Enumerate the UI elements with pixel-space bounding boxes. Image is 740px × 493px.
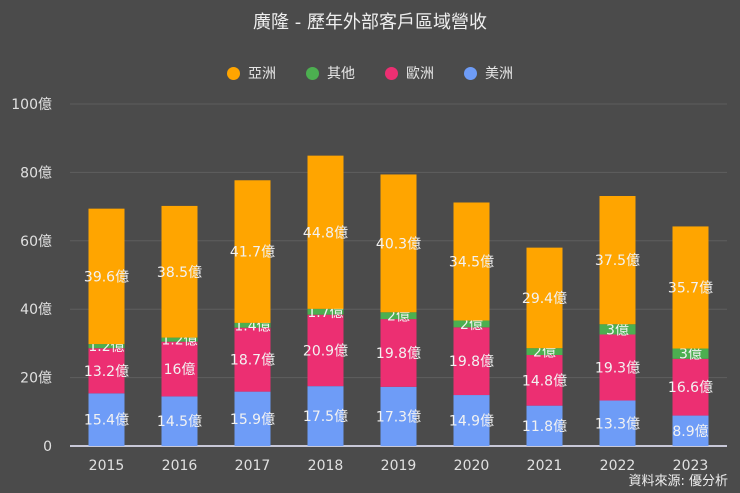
bar-segment [234, 180, 271, 323]
data-label: 16.6億 [668, 380, 713, 396]
legend-label: 美洲 [485, 66, 513, 82]
legend-label: 其他 [327, 66, 355, 82]
data-label: 15.4億 [84, 413, 129, 429]
bar-segment [453, 395, 490, 446]
data-label: 8.9億 [672, 424, 708, 440]
legend: 亞洲 其他 歐洲 美洲 [0, 63, 740, 83]
data-label: 44.8億 [303, 225, 348, 241]
legend-item[interactable]: 亞洲 [227, 63, 276, 83]
data-label: 19.3億 [595, 361, 640, 377]
bar-segment [88, 393, 125, 446]
bar-segment [526, 348, 563, 356]
data-label: 40.3億 [376, 236, 421, 252]
data-label: 19.8億 [376, 346, 421, 362]
legend-item[interactable]: 美洲 [464, 63, 513, 83]
chart-title: 廣隆 - 歷年外部客戶區域營收 [253, 12, 487, 33]
x-tick-label: 2016 [162, 458, 198, 474]
bar-segment [307, 314, 344, 387]
data-label: 3億 [606, 322, 629, 338]
legend-label: 歐洲 [406, 66, 434, 82]
x-tick-label: 2015 [89, 458, 125, 474]
y-tick-label: 20億 [20, 371, 52, 387]
data-label: 18.7億 [230, 353, 275, 369]
bar-segment [88, 344, 125, 349]
x-tick-label: 2017 [235, 458, 271, 474]
bar-segment [599, 334, 636, 401]
data-label: 37.5億 [595, 253, 640, 269]
legend-item[interactable]: 其他 [306, 63, 355, 83]
y-tick-label: 40億 [20, 302, 52, 318]
data-label: 41.7億 [230, 245, 275, 261]
bar-segment [307, 386, 344, 446]
data-label: 29.4億 [522, 291, 567, 307]
bar-segment [599, 324, 636, 335]
data-label: 19.8億 [449, 354, 494, 370]
bar-segment [453, 202, 490, 321]
bar-segment [161, 396, 198, 446]
data-label: 14.9億 [449, 414, 494, 430]
data-label: 17.3億 [376, 409, 421, 425]
bar-segment [307, 155, 344, 309]
legend-marker [306, 66, 319, 80]
bar-segment [307, 308, 344, 315]
x-tick-label: 2022 [600, 458, 636, 474]
bar-segment [161, 337, 198, 342]
bar-segment [380, 319, 417, 387]
data-label: 34.5億 [449, 254, 494, 270]
data-label: 3億 [679, 347, 702, 363]
bar-segment [234, 391, 271, 446]
x-tick-label: 2019 [381, 458, 417, 474]
data-label: 38.5億 [157, 265, 202, 281]
data-label: 14.8億 [522, 373, 567, 389]
y-tick-label: 0 [43, 439, 52, 455]
data-label: 17.5億 [303, 409, 348, 425]
bar-segment [380, 312, 417, 320]
legend-item[interactable]: 歐洲 [385, 63, 434, 83]
y-tick-label: 60億 [20, 234, 52, 250]
bar-segment [672, 348, 709, 359]
bar-segment [161, 341, 198, 397]
bar-segment [453, 320, 490, 328]
bar-segment [161, 205, 198, 338]
data-label: 11.8億 [522, 419, 567, 435]
bar-segment [526, 247, 563, 349]
x-tick-label: 2020 [454, 458, 490, 474]
legend-marker [227, 66, 240, 80]
bar-segment [599, 195, 636, 325]
bar-segment [380, 386, 417, 446]
data-label: 20.9億 [303, 343, 348, 359]
bar-segment [526, 355, 563, 406]
bar-segment [234, 327, 271, 392]
legend-label: 亞洲 [248, 66, 276, 82]
data-label: 13.3億 [595, 416, 640, 432]
bar-segment [672, 358, 709, 416]
data-label: 15.9億 [230, 412, 275, 428]
data-label: 39.6億 [84, 269, 129, 285]
bar-segment [453, 327, 490, 396]
bar-segment [88, 208, 125, 345]
bar-segment [380, 174, 417, 313]
x-tick-label: 2018 [308, 458, 344, 474]
data-label: 35.7億 [668, 280, 713, 296]
bar-segment [599, 400, 636, 446]
y-tick-label: 80億 [20, 165, 52, 181]
bar-segment [526, 405, 563, 446]
legend-marker [385, 66, 398, 80]
bar-segment [672, 415, 709, 446]
x-tick-label: 2023 [673, 458, 709, 474]
bar-segment [672, 226, 709, 349]
data-label: 2億 [533, 345, 556, 361]
data-label: 16億 [164, 362, 196, 378]
legend-marker [464, 66, 477, 80]
bar-segment [88, 348, 125, 394]
data-label: 2億 [387, 309, 410, 325]
x-tick-label: 2021 [527, 458, 563, 474]
source-note: 資料來源: 優分析 [628, 474, 728, 489]
y-tick-label: 100億 [11, 97, 52, 113]
data-label: 13.2億 [84, 364, 129, 380]
bar-segment [234, 322, 271, 328]
data-label: 14.5億 [157, 414, 202, 430]
data-label: 2億 [460, 317, 483, 333]
